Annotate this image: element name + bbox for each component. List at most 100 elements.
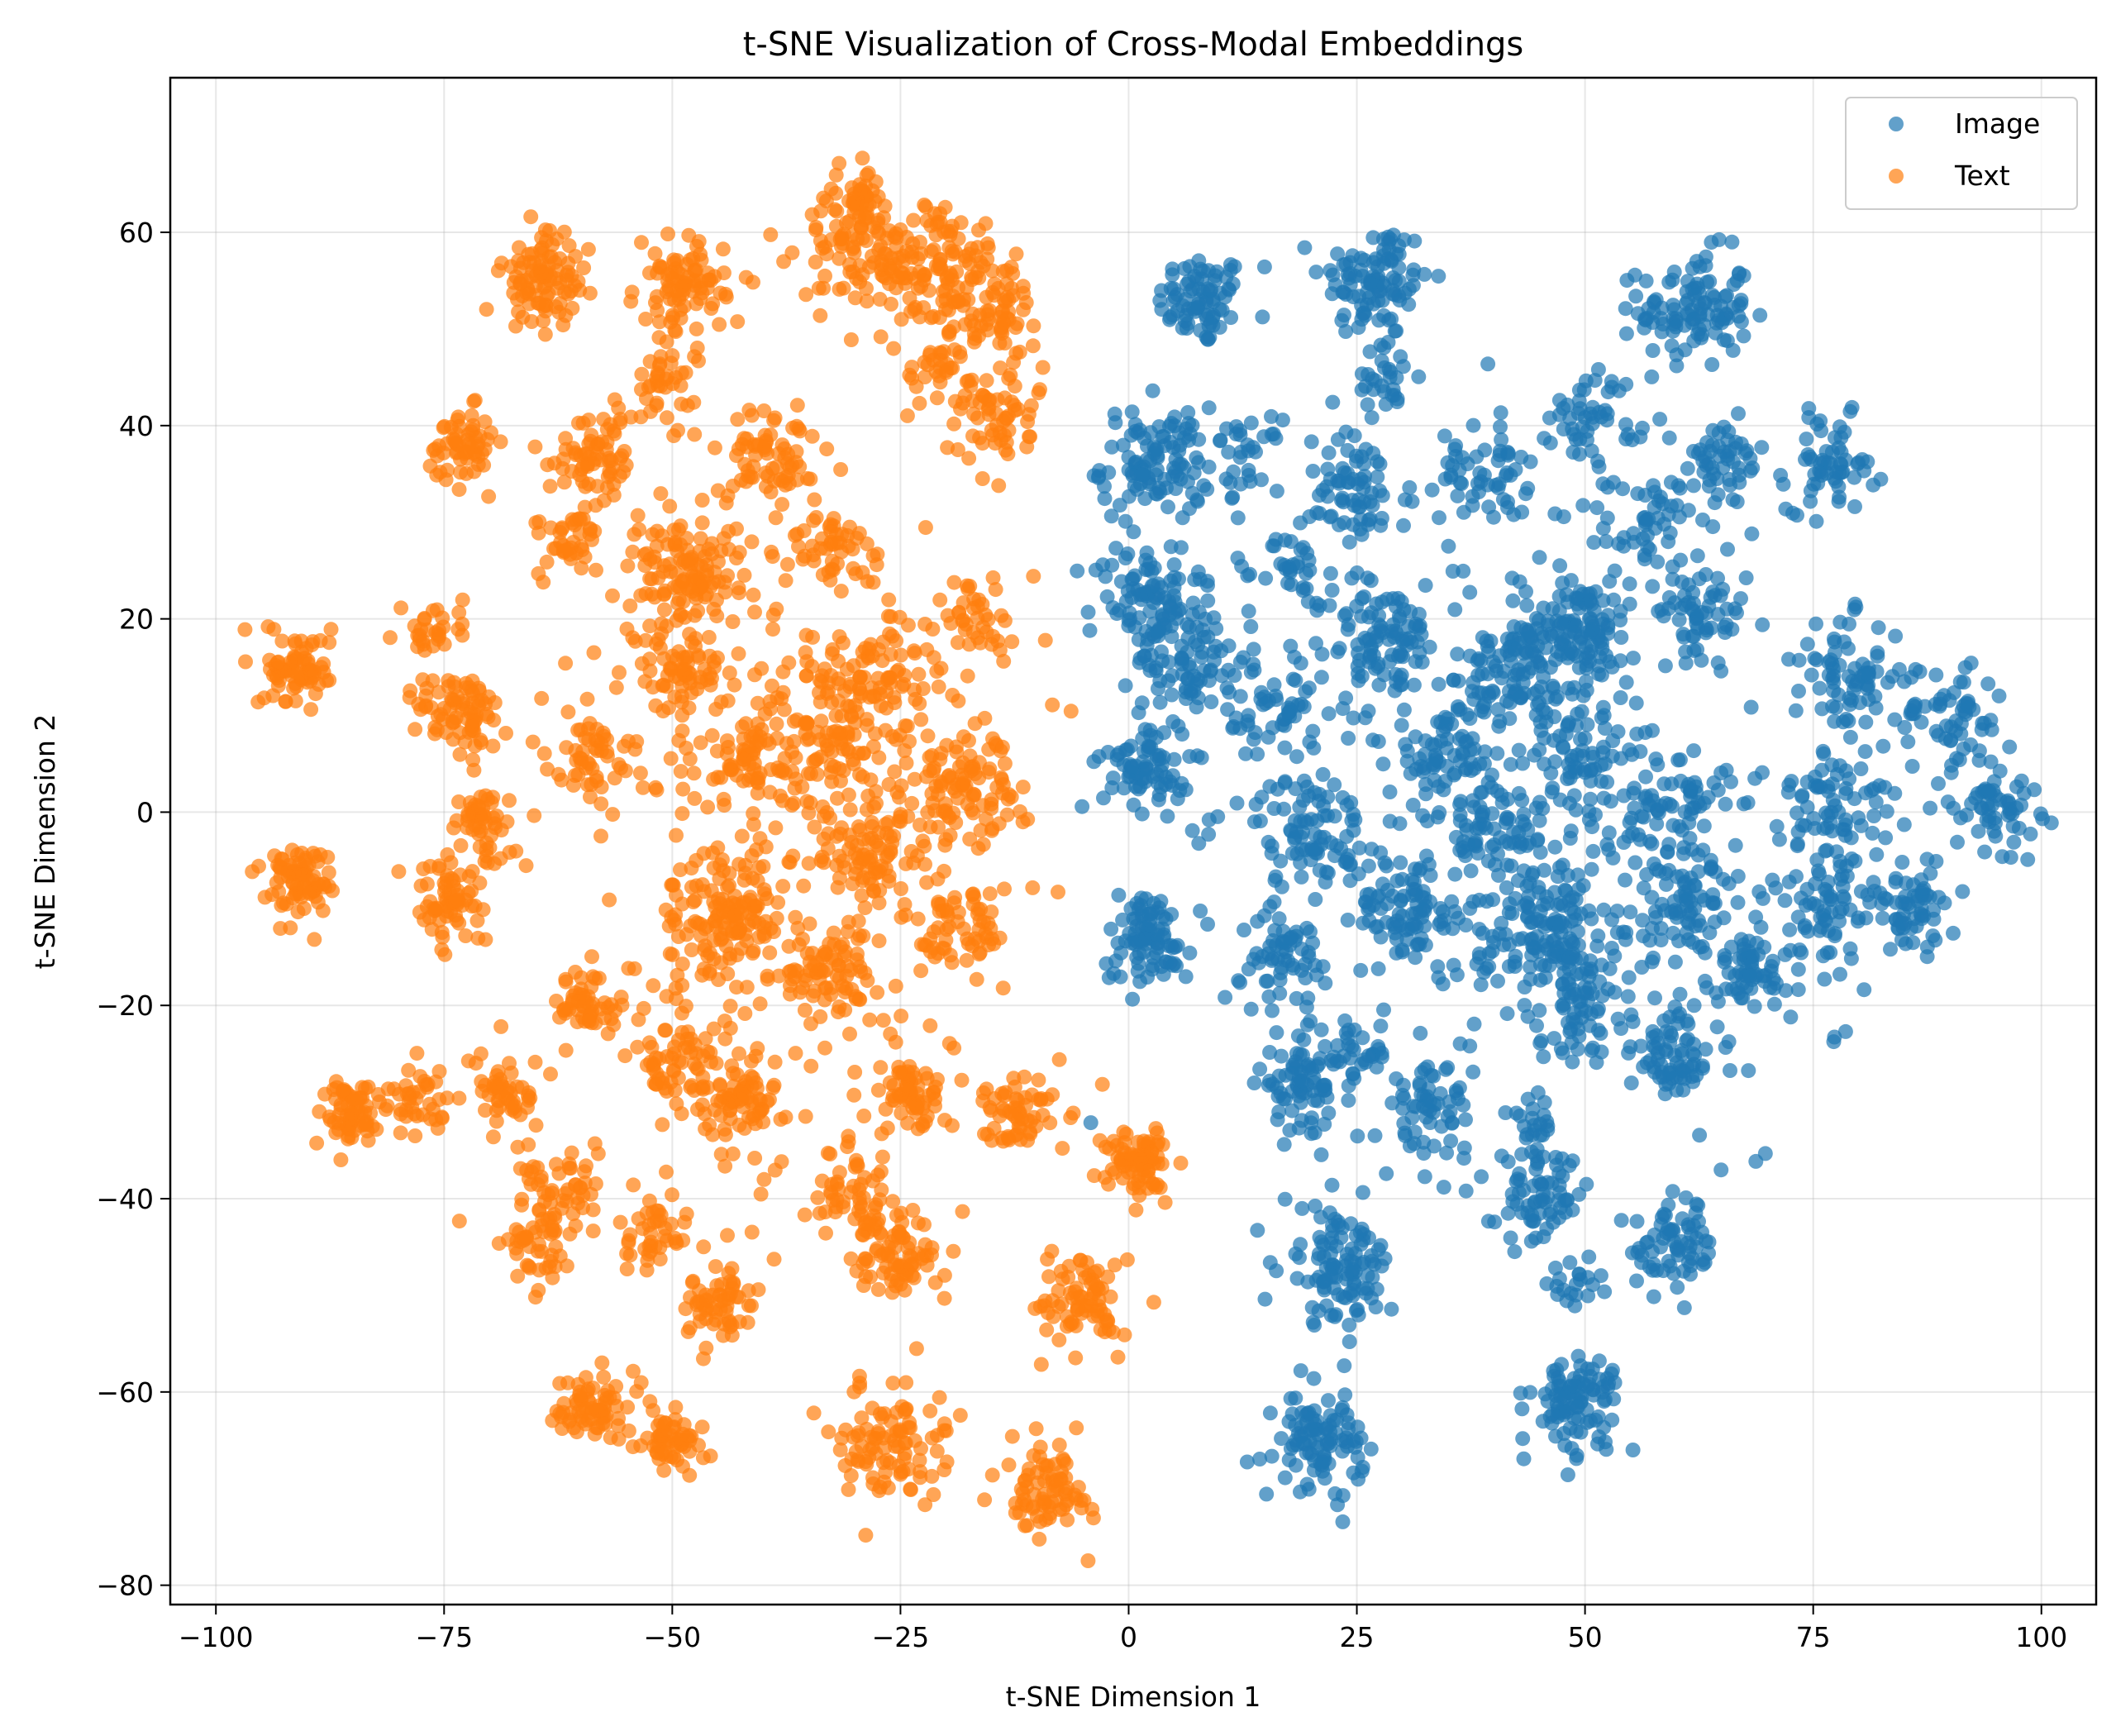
point-image — [1124, 404, 1140, 420]
point-image — [1573, 1424, 1589, 1440]
point-text — [730, 314, 746, 330]
point-image — [1474, 1169, 1489, 1185]
point-text — [979, 373, 994, 389]
point-image — [1553, 615, 1569, 631]
point-image — [1623, 1039, 1638, 1055]
point-image — [1539, 1276, 1555, 1291]
point-text — [574, 542, 590, 557]
point-image — [1743, 699, 1759, 715]
point-image — [1610, 724, 1626, 740]
point-text — [425, 603, 441, 618]
point-image — [1180, 644, 1195, 660]
point-image — [1878, 830, 1894, 846]
point-image — [1100, 745, 1116, 760]
point-image — [1666, 818, 1681, 833]
point-text — [634, 235, 649, 250]
point-image — [1542, 410, 1557, 426]
point-text — [671, 592, 687, 607]
point-text — [789, 472, 805, 488]
point-image — [1406, 677, 1422, 693]
point-image — [2023, 826, 2038, 842]
point-text — [589, 562, 603, 578]
point-text — [558, 308, 574, 323]
point-text — [835, 236, 851, 251]
point-image — [1740, 794, 1756, 810]
point-text — [926, 308, 941, 324]
point-text — [623, 293, 639, 309]
point-image — [1842, 729, 1858, 745]
point-text — [651, 314, 667, 330]
point-text — [811, 280, 827, 296]
point-image — [1790, 961, 1806, 977]
point-image — [1308, 636, 1323, 651]
point-text — [846, 245, 862, 260]
point-text — [984, 284, 1000, 300]
point-image — [1520, 1198, 1536, 1214]
point-text — [994, 326, 1010, 341]
point-image — [1580, 1379, 1595, 1394]
point-text — [965, 428, 980, 444]
point-image — [1585, 409, 1600, 425]
point-text — [284, 660, 299, 675]
point-text — [537, 327, 553, 342]
point-image — [1190, 637, 1206, 653]
point-image — [1683, 1266, 1698, 1282]
point-image — [1331, 1287, 1346, 1303]
point-image — [1468, 833, 1484, 849]
point-image — [1182, 749, 1198, 765]
point-text — [1023, 398, 1039, 413]
point-image — [1620, 989, 1636, 1004]
point-image — [1728, 837, 1743, 853]
point-image — [1339, 1266, 1354, 1281]
point-text — [912, 395, 927, 411]
point-image — [1158, 770, 1174, 785]
point-image — [1731, 406, 1746, 422]
point-image — [1546, 1031, 1562, 1047]
point-image — [1550, 1286, 1566, 1302]
point-image — [1218, 990, 1233, 1005]
point-image — [1465, 417, 1481, 433]
point-image — [1258, 570, 1274, 586]
point-text — [860, 165, 876, 181]
point-image — [1322, 1408, 1338, 1424]
point-image — [1376, 278, 1392, 293]
point-text — [712, 285, 728, 301]
point-image — [1134, 806, 1150, 822]
point-text — [701, 541, 717, 557]
point-text — [716, 531, 732, 546]
point-text — [552, 296, 568, 312]
point-image — [1709, 1019, 1725, 1035]
point-image — [1417, 746, 1432, 762]
point-image — [1294, 829, 1309, 845]
point-text — [524, 314, 540, 329]
point-image — [1618, 417, 1633, 432]
point-text — [832, 281, 847, 297]
point-image — [1252, 1452, 1268, 1467]
point-image — [1955, 884, 1971, 899]
point-text — [618, 457, 634, 473]
point-image — [1354, 449, 1370, 465]
point-image — [1205, 317, 1221, 333]
point-image — [1994, 849, 2010, 865]
point-image — [1167, 418, 1183, 434]
point-text — [556, 475, 572, 490]
point-image — [1823, 945, 1838, 961]
point-image — [1354, 1221, 1370, 1237]
point-image — [1732, 475, 1747, 490]
point-image — [1563, 573, 1579, 589]
point-image — [2043, 815, 2059, 831]
point-text — [288, 693, 303, 708]
point-image — [1638, 513, 1654, 528]
point-image — [1837, 452, 1853, 468]
point-image — [1160, 808, 1175, 824]
point-image — [1165, 261, 1180, 277]
point-image — [1250, 1223, 1265, 1238]
point-image — [1341, 1093, 1356, 1109]
point-image — [1440, 1060, 1456, 1075]
point-image — [1500, 446, 1516, 461]
point-text — [904, 360, 920, 375]
point-image — [1946, 800, 1961, 816]
point-image — [1680, 932, 1696, 947]
point-image — [1490, 867, 1506, 883]
point-text — [846, 560, 861, 576]
